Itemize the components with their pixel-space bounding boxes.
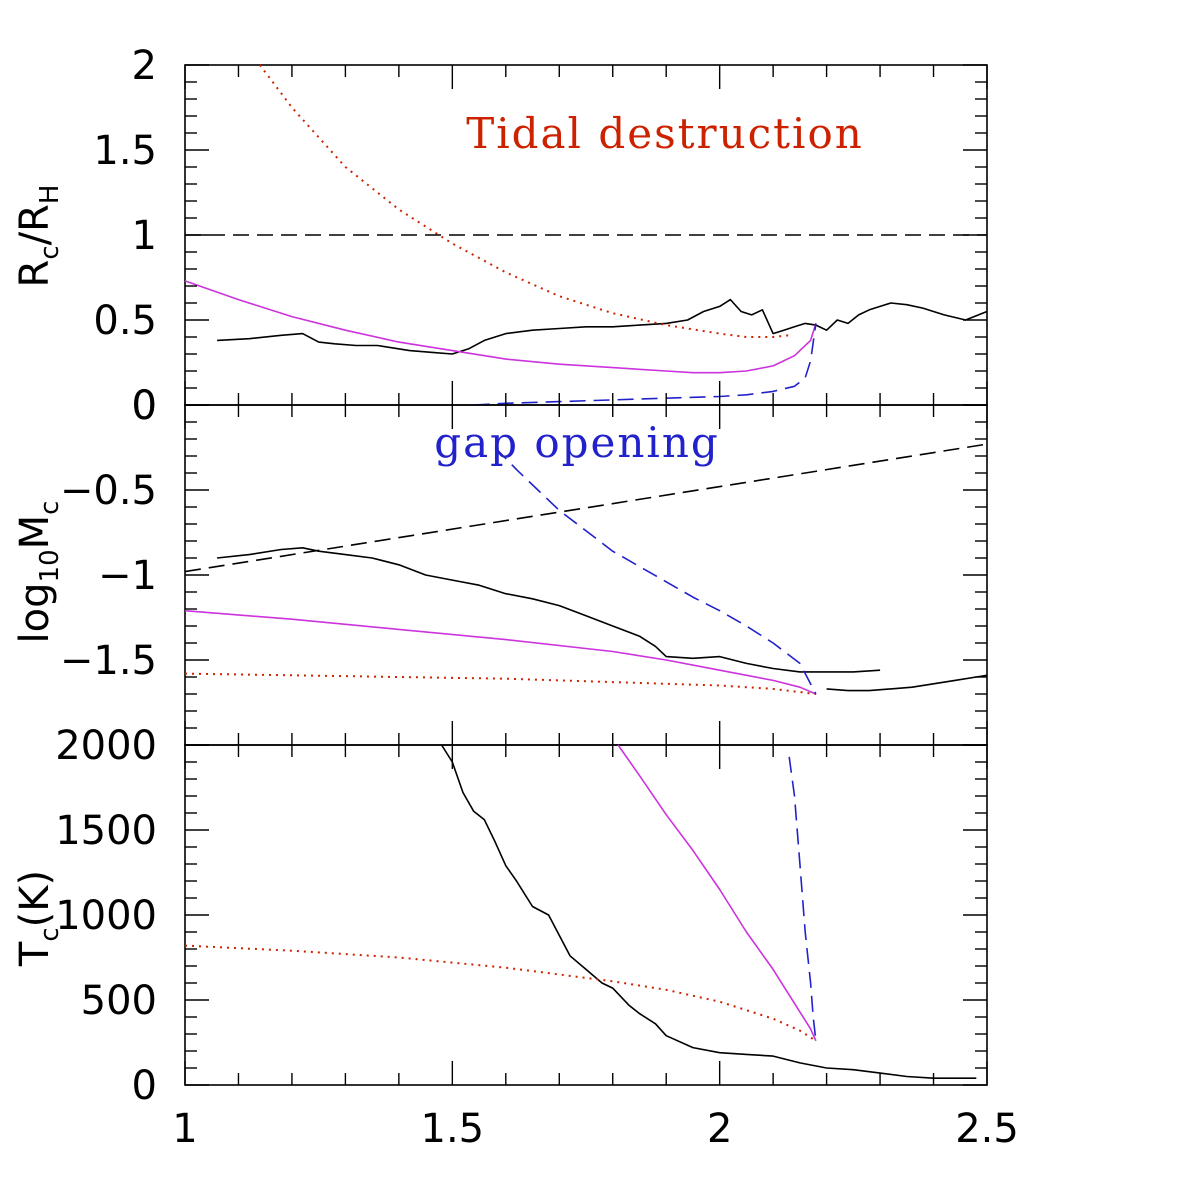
plot-area-bottom — [184, 744, 988, 1086]
panel-rc-rh: 0 0.5 1 1.5 2 Tidal destruction Rc/RH — [12, 43, 988, 429]
y-tick-label: 2 — [132, 43, 157, 89]
x-tick-label: 1 — [172, 1106, 197, 1152]
y-tick-label: 0 — [132, 1063, 157, 1109]
annotation-tidal-destruction: Tidal destruction — [466, 109, 864, 158]
y-tick-label: 1 — [132, 213, 157, 259]
y-tick-label: −1.5 — [60, 638, 157, 684]
series-model — [184, 280, 817, 374]
y-tick-label: 0 — [132, 383, 157, 429]
y-tick-label: 0 — [132, 383, 157, 429]
y-tick-label: 0.5 — [93, 298, 157, 344]
series-model — [184, 609, 817, 695]
series-gap-opening — [494, 446, 817, 695]
series-model — [617, 744, 817, 1042]
series-simulation-2 — [826, 674, 988, 692]
series-simulation — [440, 744, 977, 1079]
y-tick-label: −1 — [98, 553, 157, 599]
ticks-bottom: 0 500 1000 1500 2000 1 1.5 2 2.5 — [55, 723, 1019, 1152]
series-gap-opening — [473, 323, 817, 406]
x-tick-label: 2 — [707, 1106, 732, 1152]
ticks-middle: −1.5 −1 −0.5 0 — [60, 383, 988, 746]
ticks-top: 0 0.5 1 1.5 2 — [93, 43, 988, 429]
series-mass-limit — [184, 443, 988, 573]
x-tick-label: 2.5 — [955, 1106, 1019, 1152]
ylabel-rc-rh: Rc/RH — [12, 185, 65, 288]
panel-log-mc: −1.5 −1 −0.5 0 gap opening log10Mc — [12, 383, 988, 746]
y-tick-label: −0.5 — [60, 468, 157, 514]
y-tick-label: 2000 — [55, 723, 157, 769]
panel-tc: 0 500 1000 1500 2000 1 1.5 2 2.5 Tc(K) — [12, 723, 1019, 1152]
series-tidal-destruction — [259, 64, 790, 338]
y-tick-label: 500 — [81, 978, 157, 1024]
ylabel-log-mc: log10Mc — [12, 501, 65, 644]
y-tick-label: 1500 — [55, 808, 157, 854]
ylabel-tc: Tc(K) — [12, 870, 65, 967]
series-simulation — [217, 298, 988, 355]
series-tidal — [184, 944, 817, 1042]
series-gap-opening — [788, 756, 817, 1041]
x-tick-label: 1.5 — [421, 1106, 485, 1152]
annotation-gap-opening: gap opening — [434, 418, 720, 467]
y-tick-label: 1000 — [55, 893, 157, 939]
y-tick-label: 1.5 — [93, 128, 157, 174]
series-simulation — [217, 546, 881, 673]
